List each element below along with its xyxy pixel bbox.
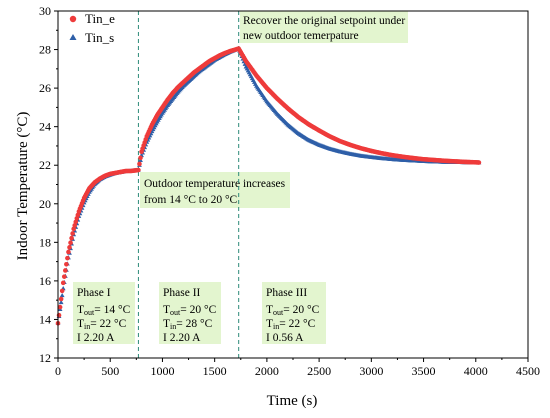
point-tin-e-5 [60,280,66,286]
axes: 0 500 1000 1500 2000 2500 3000 3500 4000 4500 12 14… [39,4,540,378]
point-tin-e-12 [68,240,73,246]
phase-3-current: I 0.56 A [266,332,304,344]
y-tick-label-22: 22 [39,158,51,172]
phase-2-box [159,282,221,344]
y-axis-title: Indoor Temperature (°C) [15,112,31,261]
legend-marker-tin-e [69,15,77,23]
annotation-recover-box [240,11,408,43]
y-tick-label-24: 24 [39,120,51,134]
legend-marker-tin-s [69,34,77,40]
point-tin-e-7 [63,268,68,273]
x-tick-label-4000: 4000 [464,364,488,378]
x-tick-label-1500: 1500 [203,364,227,378]
point-tin-e-16 [72,223,78,228]
point-tin-s-3 [58,299,64,305]
phase-3-current-value: 0.56 A [270,332,304,344]
series-layer [55,45,482,326]
y-tick-label-20: 20 [39,197,51,211]
point-tin-e-3 [58,296,64,302]
legend-label-tin-s: Tin_s [85,30,114,45]
point-tin-e-9 [65,255,70,261]
phase-2-tin-value: = 28 °C [176,318,212,330]
y-tick-label-30: 30 [39,4,51,18]
point-tin-e-11 [67,245,72,250]
phase-2-title: Phase II [163,287,201,299]
phase-3-tout-value: = 20 °C [283,304,319,316]
x-tick-label-4500: 4500 [516,364,540,378]
point-tin-e-15 [71,226,76,232]
phase-divider-lines [137,11,240,358]
legend: Tin_e Tin_s [69,11,115,45]
phase-3-title: Phase III [266,287,307,299]
annotation-increase-box [140,172,290,208]
y-tick-label-18: 18 [39,235,51,249]
phase-2-tout: Tout= 20 °C [163,304,217,317]
phase-3-box [262,282,326,344]
point-tin-e-14 [70,231,75,236]
phase-1-tin: Tin= 22 °C [77,318,127,331]
phase-1-current-value: 2.20 A [81,332,115,344]
phase-1-box [73,282,135,344]
annotation-increase-line1: Outdoor temperature increases [144,178,286,190]
legend-label-tin-e: Tin_e [85,11,115,26]
point-tin-e-79 [138,155,143,161]
y-tick-label-14: 14 [39,312,51,326]
point-tin-e-77 [136,167,141,173]
annotation-recover-line1: Recover the original setpoint under [243,15,405,27]
point-tin-e-17 [73,219,79,225]
point-tin-e-10 [66,249,71,255]
y-tick-label-12: 12 [39,351,51,365]
phase-1-tout-value: = 14 °C [94,304,130,316]
x-tick-label-3000: 3000 [359,364,383,378]
point-tin-e-403 [476,160,482,165]
x-tick-label-2000: 2000 [255,364,279,378]
x-tick-label-500: 500 [101,364,119,378]
point-tin-e-13 [69,235,74,241]
point-tin-e-78 [137,161,142,167]
phase-3-tin-value: = 22 °C [279,318,315,330]
x-tick-label-1000: 1000 [150,364,174,378]
annotation-boxes: Outdoor temperature increases from 14 °C… [73,11,408,344]
point-tin-e-8 [64,262,69,267]
phase-1-tout: Tout= 14 °C [77,304,131,317]
point-tin-e-2 [57,304,63,310]
x-axis-title: Time (s) [267,393,318,409]
phase-1-current: I 2.20 A [77,332,115,344]
annotation-recover-line2: new outdoor temerpature [243,30,359,42]
phase-2-tin: Tin= 28 °C [163,318,213,331]
phase-1-tin-value: = 22 °C [90,318,126,330]
phase-2-current: I 2.20 A [163,332,201,344]
series-tin-e [55,46,482,326]
point-tin-e-6 [61,274,67,279]
x-tick-label-3500: 3500 [412,364,436,378]
point-tin-e-19 [75,212,81,218]
phase-1-title: Phase I [77,287,111,299]
phase-2-current-value: 2.20 A [167,332,201,344]
y-tick-label-26: 26 [39,81,51,95]
x-tick-label-0: 0 [55,364,61,378]
y-tick-label-16: 16 [39,274,51,288]
phase-3-tout: Tout= 20 °C [266,304,320,317]
point-tin-s-4 [59,292,65,298]
x-tick-label-2500: 2500 [307,364,331,378]
y-tick-label-28: 28 [39,43,51,57]
point-tin-e-4 [59,288,65,294]
point-tin-e-1 [56,312,62,318]
phase-2-tout-value: = 20 °C [180,304,216,316]
annotation-increase-line2: from 14 °C to 20 °C [144,194,238,206]
phase-3-tin: Tin= 22 °C [266,318,316,331]
point-tin-e-18 [74,216,80,221]
